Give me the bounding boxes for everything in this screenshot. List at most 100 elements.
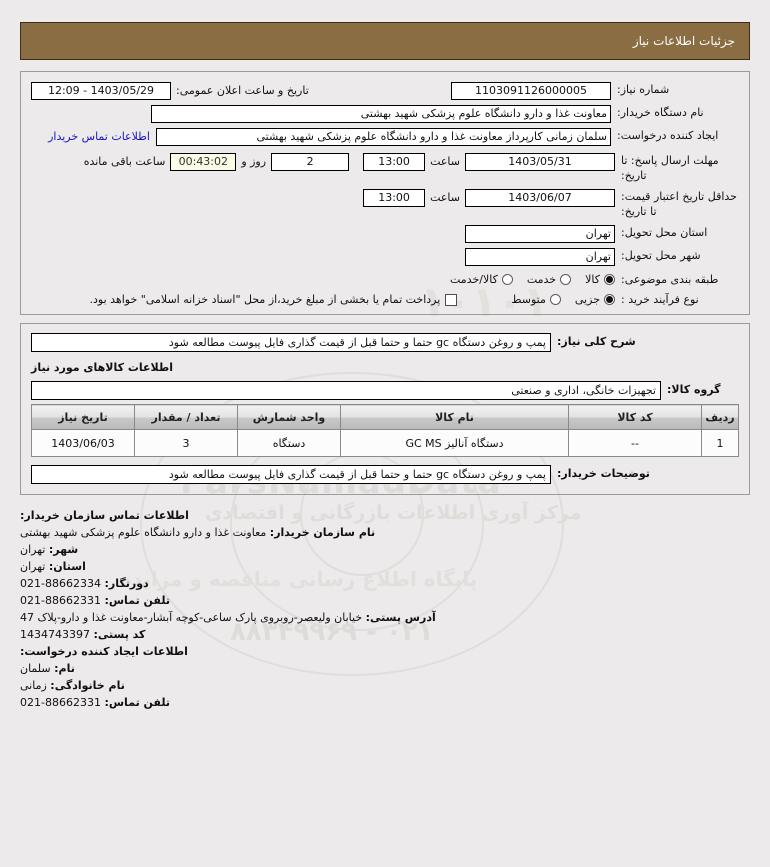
- creator-phone: تلفن تماس: 88662331-021: [20, 694, 750, 711]
- contact-city-value: تهران: [20, 543, 46, 556]
- validity-hour-label: ساعت: [430, 191, 460, 204]
- buyer-notes-field[interactable]: پمپ و روغن دستگاه gc حتما و حتما قبل از …: [31, 465, 551, 484]
- row-province: استان محل تحویل: تهران: [31, 225, 739, 243]
- cell-radif: 1: [701, 429, 739, 457]
- row-need-desc: شرح کلی نیاز: پمپ و روغن دستگاه gc حتما …: [31, 333, 739, 352]
- col-radif: ردیف: [701, 404, 739, 430]
- validity-date-field[interactable]: 1403/06/07: [465, 189, 615, 207]
- contact-org: نام سازمان خریدار: معاونت غذا و دارو دان…: [20, 524, 750, 541]
- contact-fax: دورنگار: 88662334-021: [20, 575, 750, 592]
- radio-label-both: کالا/خدمت: [450, 273, 498, 286]
- cell-unit: دستگاه: [237, 429, 341, 457]
- contact-postal: کد پستی: 1434743397: [20, 626, 750, 643]
- contact-fax-label: دورنگار:: [104, 577, 149, 590]
- radio-dot-both[interactable]: [501, 274, 513, 285]
- creator-last-name-value: زمانی: [20, 679, 47, 692]
- need-desc-label: شرح کلی نیاز:: [557, 335, 636, 348]
- deadline-hour-field[interactable]: 13:00: [363, 153, 426, 171]
- cell-code: --: [568, 429, 702, 457]
- creator-heading-text: اطلاعات ایجاد کننده درخواست:: [20, 645, 188, 658]
- goods-group-label: گروه کالا:: [667, 383, 721, 396]
- contact-province-label: استان:: [48, 560, 86, 573]
- creator-phone-value: 88662331-021: [20, 696, 101, 709]
- remaining-days-field[interactable]: 2: [271, 153, 350, 171]
- contact-address-value: خیابان ولیعصر-روبروی پارک ساعی-کوچه آبشا…: [20, 611, 363, 624]
- buyer-contact-link[interactable]: اطلاعات تماس خریدار: [48, 130, 150, 143]
- deadline-label: مهلت ارسال پاسخ: تا تاریخ:: [621, 154, 719, 182]
- province-field[interactable]: تهران: [465, 225, 615, 243]
- contact-phone: تلفن تماس: 88662331-021: [20, 592, 750, 609]
- radio-category-kala[interactable]: کالا: [585, 273, 615, 286]
- radio-label-jozee: جزیی: [574, 293, 600, 306]
- radio-label-motevaset: متوسط: [511, 293, 546, 306]
- row-buyer-notes: توضیحات خریدار: پمپ و روغن دستگاه gc حتم…: [31, 465, 739, 484]
- announce-date-field[interactable]: 1403/05/29 - 12:09: [31, 82, 171, 100]
- creator-last-name: نام خانوادگی: زمانی: [20, 677, 750, 694]
- days-label: روز و: [241, 155, 267, 168]
- city-field[interactable]: تهران: [465, 248, 615, 266]
- announce-label: تاریخ و ساعت اعلان عمومی:: [176, 84, 309, 97]
- creator-phone-label: تلفن تماس:: [104, 696, 170, 709]
- deadline-date-field[interactable]: 1403/05/31: [465, 153, 615, 171]
- creator-field[interactable]: سلمان زمانی کارپرداز معاونت غذا و دارو د…: [156, 128, 611, 146]
- creator-heading: اطلاعات ایجاد کننده درخواست:: [20, 643, 750, 660]
- cell-date: 1403/06/03: [31, 429, 135, 457]
- page-header: جزئیات اطلاعات نیاز: [20, 22, 750, 60]
- deadline-hour-label: ساعت: [430, 155, 460, 168]
- validity-label: حداقل تاریخ اعتبار قیمت: تا تاریخ:: [621, 190, 737, 218]
- contact-address: آدرس پستی: خیابان ولیعصر-روبروی پارک ساع…: [20, 609, 750, 626]
- contact-fax-value: 88662334-021: [20, 577, 101, 590]
- radio-process-jozee[interactable]: جزیی: [575, 293, 615, 306]
- need-number-field[interactable]: 1103091126000005: [451, 82, 611, 100]
- creator-first-name-value: سلمان: [20, 662, 51, 675]
- goods-table-header-row: ردیف کد کالا نام کالا واحد شمارش تعداد /…: [31, 404, 739, 430]
- col-date: تاریخ نیاز: [31, 404, 135, 430]
- goods-group-field[interactable]: تجهیزات خانگی، اداری و صنعتی: [31, 381, 661, 400]
- row-buyer-org: نام دستگاه خریدار: معاونت غذا و دارو دان…: [31, 105, 739, 123]
- col-name: نام کالا: [340, 404, 569, 430]
- radio-dot-kala[interactable]: [604, 274, 615, 285]
- row-city: شهر محل تحویل: تهران: [31, 248, 739, 266]
- countdown-timer: 00:43:02: [170, 153, 237, 171]
- treasury-checkbox-label: پرداخت تمام یا بخشی از مبلغ خرید،از محل …: [89, 293, 441, 306]
- radio-label-kala: کالا: [585, 273, 600, 286]
- need-desc-field[interactable]: پمپ و روغن دستگاه gc حتما و حتما قبل از …: [31, 333, 551, 352]
- treasury-checkbox-group[interactable]: پرداخت تمام یا بخشی از مبلغ خرید،از محل …: [90, 293, 458, 306]
- page-title: جزئیات اطلاعات نیاز: [632, 34, 735, 48]
- row-deadline: مهلت ارسال پاسخ: تا تاریخ: 1403/05/31 سا…: [31, 153, 739, 183]
- radio-dot-motevaset[interactable]: [549, 294, 561, 305]
- row-process-type: نوع فرآیند خرید : جزیی متوسط پرداخت تمام…: [31, 293, 739, 306]
- contact-heading: اطلاعات تماس سازمان خریدار:: [20, 507, 750, 524]
- radio-category-khedmat[interactable]: خدمت: [527, 273, 572, 286]
- radio-category-both[interactable]: کالا/خدمت: [450, 273, 513, 286]
- creator-label: ایجاد کننده درخواست:: [617, 129, 719, 142]
- remaining-label: ساعت باقی مانده: [83, 155, 166, 168]
- row-creator: ایجاد کننده درخواست: سلمان زمانی کارپردا…: [31, 128, 739, 146]
- goods-table: ردیف کد کالا نام کالا واحد شمارش تعداد /…: [31, 404, 739, 457]
- validity-hour-field[interactable]: 13:00: [363, 189, 426, 207]
- radio-process-motevaset[interactable]: متوسط: [511, 293, 561, 306]
- table-row[interactable]: 1 -- دستگاه آنالیز GC MS دستگاه 3 1403/0…: [31, 429, 739, 457]
- buyer-org-label: نام دستگاه خریدار:: [617, 106, 704, 119]
- col-qty: تعداد / مقدار: [134, 404, 238, 430]
- cell-qty: 3: [134, 429, 238, 457]
- city-label: شهر محل تحویل:: [621, 249, 701, 262]
- contact-org-label: نام سازمان خریدار:: [269, 526, 376, 539]
- goods-panel: شرح کلی نیاز: پمپ و روغن دستگاه gc حتما …: [20, 323, 750, 495]
- creator-last-name-label: نام خانوادگی:: [50, 679, 125, 692]
- row-goods-group: گروه کالا: تجهیزات خانگی، اداری و صنعتی: [31, 381, 739, 400]
- contact-postal-value: 1434743397: [20, 628, 90, 641]
- row-need-number: شماره نیاز: 1103091126000005 تاریخ و ساع…: [31, 82, 739, 100]
- buyer-notes-label: توضیحات خریدار:: [557, 467, 650, 480]
- need-info-panel: شماره نیاز: 1103091126000005 تاریخ و ساع…: [20, 71, 750, 315]
- process-label: نوع فرآیند خرید :: [621, 293, 699, 306]
- treasury-checkbox[interactable]: [445, 293, 458, 306]
- row-category: طبقه بندی موضوعی: کالا خدمت کالا/خدمت: [31, 273, 739, 286]
- contact-block: اطلاعات تماس سازمان خریدار: نام سازمان خ…: [20, 507, 750, 711]
- row-validity: حداقل تاریخ اعتبار قیمت: تا تاریخ: 1403/…: [31, 189, 739, 219]
- radio-dot-jozee[interactable]: [604, 294, 615, 305]
- radio-dot-khedmat[interactable]: [560, 274, 572, 285]
- buyer-org-field[interactable]: معاونت غذا و دارو دانشگاه علوم پزشکی شهی…: [151, 105, 611, 123]
- category-label: طبقه بندی موضوعی:: [621, 273, 719, 286]
- contact-heading-text: اطلاعات تماس سازمان خریدار:: [20, 509, 189, 522]
